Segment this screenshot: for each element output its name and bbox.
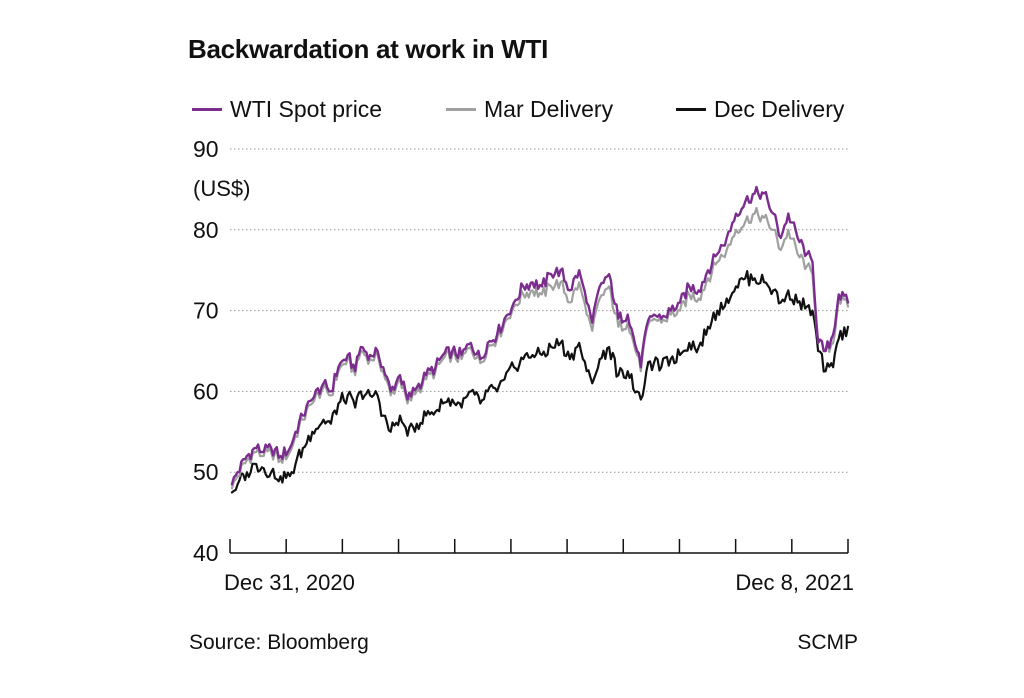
legend-swatch-dec-delivery xyxy=(676,108,706,111)
legend-label-mar-delivery: Mar Delivery xyxy=(484,96,614,122)
series-line-dec-delivery xyxy=(230,270,850,494)
y-tick-label-70: 70 xyxy=(193,298,219,324)
legend-item-wti-spot: WTI Spot price xyxy=(192,96,382,123)
legend-label-wti-spot: WTI Spot price xyxy=(230,96,383,122)
y-tick-label-80: 80 xyxy=(193,217,219,243)
series-line-mar-delivery xyxy=(230,206,850,490)
x-start-label: Dec 31, 2020 xyxy=(224,570,355,595)
legend-item-mar-delivery: Mar Delivery xyxy=(446,96,613,123)
credit-label: SCMP xyxy=(797,631,858,654)
y-tick-label-50: 50 xyxy=(193,459,219,485)
legend-label-dec-delivery: Dec Delivery xyxy=(714,96,845,122)
chart-legend: WTI Spot price Mar Delivery Dec Delivery xyxy=(0,96,1024,126)
source-note: Source: Bloomberg xyxy=(189,631,369,654)
chart-title: Backwardation at work in WTI xyxy=(188,34,548,64)
y-tick-label-40: 40 xyxy=(193,540,219,566)
legend-swatch-mar-delivery xyxy=(446,108,476,111)
y-tick-label-90: 90 xyxy=(193,136,219,162)
y-axis-unit-label: (US$) xyxy=(193,176,250,201)
series-line-wti-spot-price xyxy=(230,185,850,486)
legend-item-dec-delivery: Dec Delivery xyxy=(676,96,844,123)
legend-swatch-wti-spot xyxy=(192,108,222,111)
x-end-label: Dec 8, 2021 xyxy=(735,570,854,595)
y-tick-label-60: 60 xyxy=(193,378,219,404)
